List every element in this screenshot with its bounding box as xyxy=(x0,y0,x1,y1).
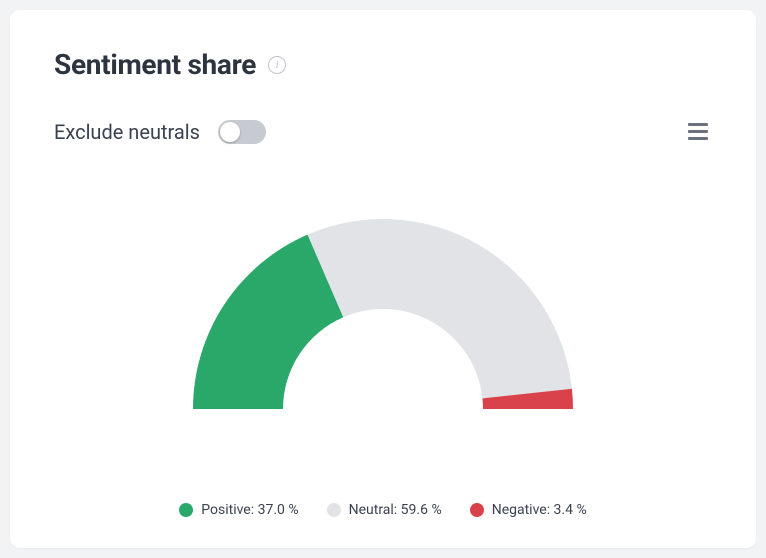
legend-swatch-icon xyxy=(327,503,341,517)
legend-item[interactable]: Neutral: 59.6 % xyxy=(327,502,442,518)
chart-legend: Positive: 37.0 % Neutral: 59.6 % Negative:… xyxy=(54,502,712,518)
exclude-neutrals-control: Exclude neutrals xyxy=(54,120,266,144)
exclude-neutrals-toggle[interactable] xyxy=(218,120,266,144)
hamburger-bar-icon xyxy=(688,130,708,133)
legend-label: Negative: 3.4 % xyxy=(492,502,587,518)
legend-label: Positive: 37.0 % xyxy=(201,502,298,518)
exclude-neutrals-label: Exclude neutrals xyxy=(54,120,200,144)
donut-segment-neutral[interactable] xyxy=(308,219,572,398)
legend-item[interactable]: Positive: 37.0 % xyxy=(179,502,298,518)
info-icon[interactable]: i xyxy=(268,56,286,74)
title-row: Sentiment share i xyxy=(54,48,712,81)
card-title: Sentiment share xyxy=(54,48,256,81)
sentiment-donut-chart xyxy=(183,219,583,429)
sentiment-share-card: Sentiment share i Exclude neutrals Posit… xyxy=(10,10,756,548)
controls-row: Exclude neutrals xyxy=(54,119,712,144)
legend-swatch-icon xyxy=(179,503,193,517)
legend-swatch-icon xyxy=(470,503,484,517)
chart-container xyxy=(54,154,712,494)
hamburger-bar-icon xyxy=(688,137,708,140)
legend-label: Neutral: 59.6 % xyxy=(349,502,442,518)
legend-item[interactable]: Negative: 3.4 % xyxy=(470,502,587,518)
chart-menu-button[interactable] xyxy=(684,119,712,144)
hamburger-bar-icon xyxy=(688,123,708,126)
toggle-thumb xyxy=(220,122,240,142)
